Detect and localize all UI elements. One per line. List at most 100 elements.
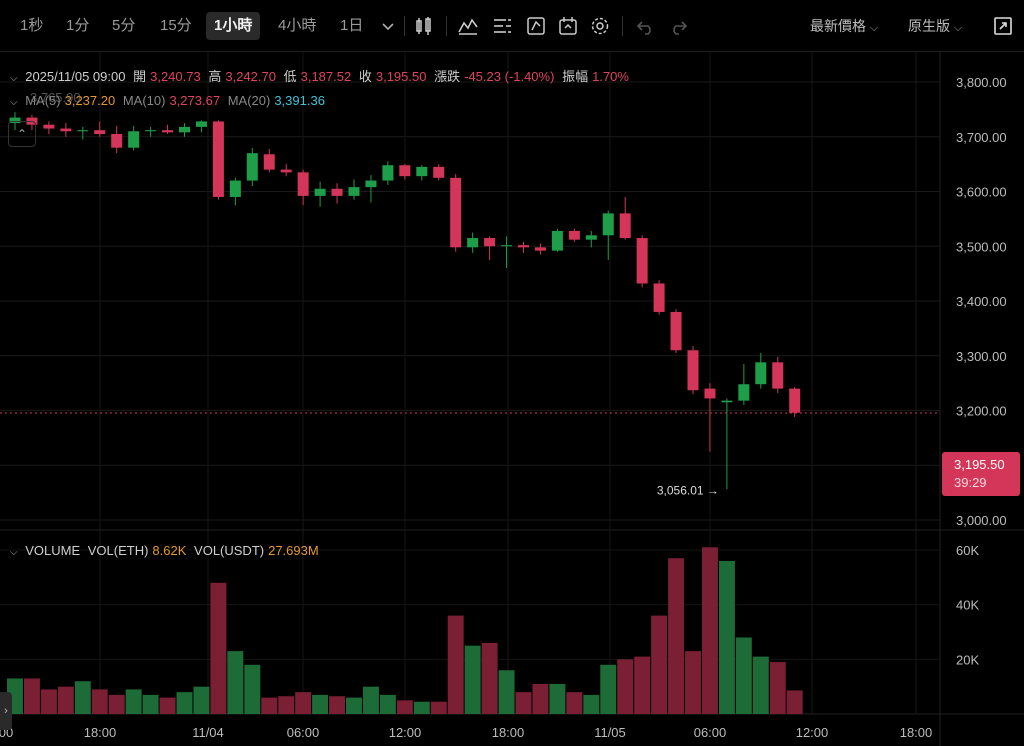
gear-icon[interactable]	[588, 14, 612, 38]
candle-body	[195, 121, 207, 127]
volume-bar	[651, 615, 668, 714]
volume-title: VOLUME	[25, 543, 81, 558]
timeframe-5m[interactable]: 5分	[112, 17, 136, 34]
volume-bar	[668, 558, 685, 714]
volume-bar	[379, 694, 396, 714]
timeframe-1m[interactable]: 1分	[66, 17, 90, 34]
timeframe-4h[interactable]: 4小時	[278, 17, 317, 34]
volume-bar	[74, 681, 91, 714]
candle-body	[738, 384, 750, 401]
ma10-label: MA(10)	[122, 93, 166, 108]
volume-bar	[566, 692, 583, 714]
volume-axis-tick: 60K	[956, 543, 979, 558]
candle-body	[179, 126, 190, 133]
volume-bar	[447, 615, 464, 714]
candle-body	[687, 350, 699, 391]
candle-body	[365, 180, 377, 188]
timeframe-1h[interactable]: 1小時	[206, 12, 261, 40]
candle-body	[145, 130, 157, 132]
candle-body	[585, 235, 597, 240]
price-type-value: 最新價格	[810, 18, 866, 34]
volume-bar	[396, 700, 413, 714]
volume-bar	[718, 560, 735, 714]
volume-bar	[685, 651, 701, 714]
undo-icon[interactable]	[634, 14, 658, 38]
candle-body	[60, 128, 72, 132]
candle-body	[212, 121, 224, 197]
candle-body	[653, 283, 665, 312]
low-label: 低	[283, 69, 297, 84]
version-select[interactable]: 原生版 ⌵	[908, 12, 962, 40]
indicators-icon[interactable]	[456, 14, 480, 38]
high-value: 3,242.70	[225, 69, 276, 84]
vol-eth-value: 8.62K	[152, 543, 187, 558]
drawing-tools-icon[interactable]	[524, 14, 548, 38]
candle-countdown: 39:29	[954, 475, 987, 490]
chevron-down-icon[interactable]: ⌵	[10, 97, 18, 108]
list-settings-icon[interactable]	[490, 14, 514, 38]
candle-body	[501, 245, 513, 247]
collapse-legend-button[interactable]: ⌃	[8, 121, 36, 147]
volume-bar	[617, 659, 634, 714]
candle-body	[450, 177, 462, 248]
amplitude-label: 振幅	[562, 69, 589, 84]
low-price-label: 3,056.01 →	[657, 483, 719, 497]
fullscreen-icon[interactable]	[991, 14, 1015, 38]
low-value: 3,187.52	[300, 69, 352, 84]
volume-bar	[312, 694, 329, 714]
candle-body	[534, 247, 546, 251]
volume-bar	[583, 694, 600, 714]
volume-bar	[159, 697, 176, 714]
price-axis-tick: 3,600.00	[956, 185, 1007, 200]
close-value: 3,195.50	[375, 69, 427, 84]
price-type-select[interactable]: 最新價格 ⌵	[810, 12, 878, 40]
volume-bar	[261, 697, 278, 714]
candlestick-chart[interactable]: 3,800.00 3,700.00 3,600.00 3,500.00 3,400.00…	[0, 52, 1024, 746]
chevron-down-icon[interactable]: ⌵	[10, 547, 18, 558]
volume-bar	[464, 645, 481, 714]
candle-body	[484, 238, 496, 247]
chart-area[interactable]: 3,800.00 3,700.00 3,600.00 3,500.00 3,400.00…	[0, 52, 1024, 746]
vol-usdt-value: 27.693M	[268, 543, 319, 558]
price-axis-tick: 3,500.00	[956, 239, 1007, 254]
volume-bar	[735, 637, 752, 714]
ohlc-legend: ⌵ 2025/11/05 09:00 開 3,240.73 高 3,242.70 低…	[10, 66, 633, 85]
candle-body	[111, 134, 123, 148]
ma20-label: MA(20)	[227, 93, 271, 108]
price-axis-tick: 3,200.00	[956, 404, 1007, 419]
redo-icon[interactable]	[666, 14, 690, 38]
timeframe-1s[interactable]: 1秒	[20, 17, 44, 34]
volume-bar	[40, 689, 57, 714]
price-axis-tick: 3,700.00	[956, 130, 1007, 145]
candle-body	[382, 165, 394, 181]
version-value: 原生版	[908, 18, 950, 34]
ma20-value: 3,391.36	[274, 93, 325, 108]
calendar-replay-icon[interactable]	[556, 14, 580, 38]
candle-body	[433, 166, 445, 178]
volume-bar	[498, 670, 515, 714]
candle-body	[467, 238, 479, 248]
expand-panel-button[interactable]: ›	[0, 692, 12, 730]
ma-legend: ⌵ 3,765.90 MA(5) 3,237.20 MA(10) 3,273.67 …	[10, 90, 329, 108]
price-axis-tick: 3,000.00	[956, 513, 1007, 528]
chevron-down-icon: ⌵	[953, 22, 963, 34]
volume-bar	[193, 686, 210, 714]
timeframe-15m[interactable]: 15分	[160, 17, 192, 34]
candle-body	[162, 130, 174, 133]
candle-body	[551, 230, 563, 251]
volume-bar	[430, 701, 447, 714]
volume-bar	[549, 683, 566, 714]
time-axis-tick: 06:00	[287, 725, 320, 740]
volume-bar	[600, 664, 617, 714]
candlestick-type-icon[interactable]	[412, 14, 436, 38]
chevron-down-icon[interactable]: ⌵	[10, 73, 18, 84]
divider	[446, 16, 447, 36]
timeframe-1d[interactable]: 1日	[340, 17, 364, 34]
chart-toolbar: 1秒 1分 5分 15分 1小時 4小時 1日 最新價格 ⌵ 原生版 ⌵	[0, 0, 1024, 52]
last-price-value: 3,195.50	[954, 457, 1005, 472]
volume-bar	[701, 547, 718, 714]
chevron-down-icon[interactable]	[376, 14, 400, 38]
candle-body	[128, 131, 140, 148]
time-axis-tick: 18:00	[492, 725, 525, 740]
volume-bar	[295, 692, 312, 714]
